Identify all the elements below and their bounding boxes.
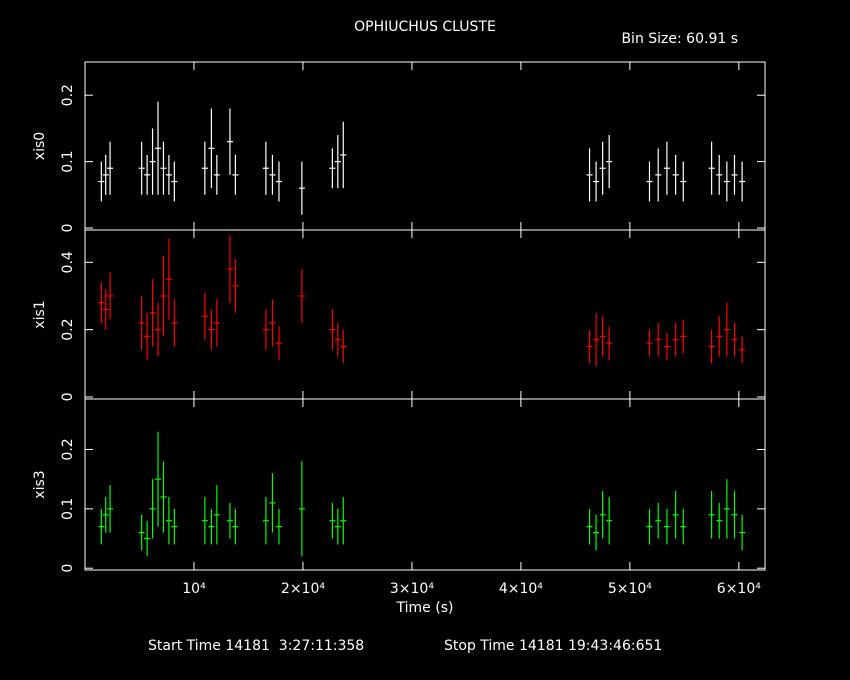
x-tick-label: 5×10⁴ [608,581,652,597]
chart-title: OPHIUCHUS CLUSTE [354,19,496,35]
panel-frame [84,398,766,571]
y-tick-label: 0 [60,564,76,573]
y-tick-label: 0.2 [60,319,76,341]
y-tick-label: 0.4 [60,251,76,273]
y-tick-label: 0.2 [60,438,76,460]
y-axis-label: xis1 [32,300,48,328]
y-tick-label: 0.1 [60,498,76,520]
y-tick-label: 0 [60,393,76,402]
y-axis-label: xis3 [32,470,48,498]
start-time: Start Time 14181 3:27:11:358 [148,638,364,654]
y-axis-label: xis0 [32,132,48,160]
x-tick-label: 3×10⁴ [390,581,434,597]
x-tick-label: 2×10⁴ [281,581,325,597]
panel-frame [84,229,766,400]
x-tick-label: 10⁴ [182,581,206,597]
y-tick-label: 0.1 [60,150,76,172]
y-tick-label: 0 [60,224,76,233]
x-tick-label: 4×10⁴ [499,581,543,597]
bin-size: Bin Size: 60.91 s [621,31,738,47]
x-axis-label: Time (s) [396,600,454,616]
stop-time: Stop Time 14181 19:43:46:651 [444,638,662,654]
y-tick-label: 0.2 [60,84,76,106]
panel-frame [84,61,766,231]
x-tick-label: 6×10⁴ [717,581,761,597]
